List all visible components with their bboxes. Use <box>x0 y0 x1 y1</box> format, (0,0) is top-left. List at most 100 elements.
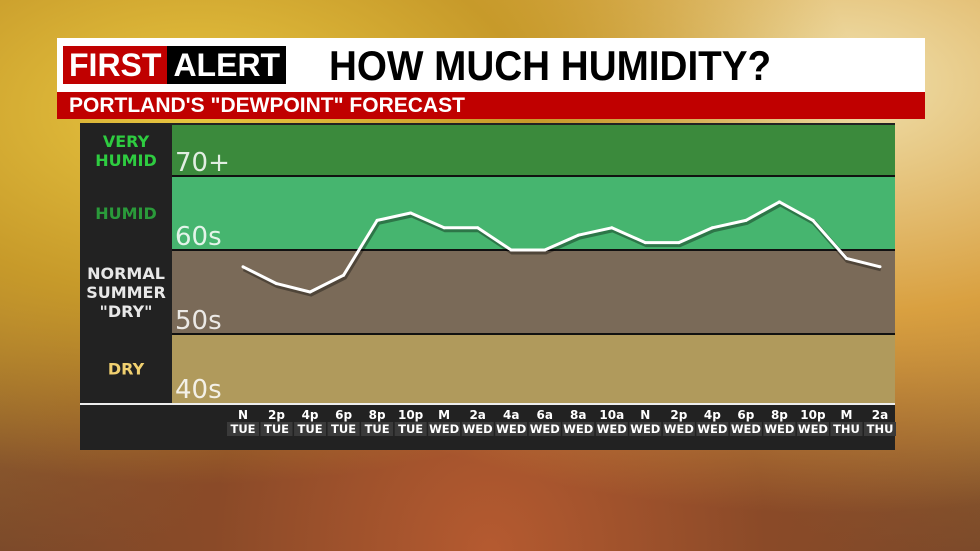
dewpoint-line-shadow <box>242 201 882 297</box>
x-tick-time: M <box>438 408 450 422</box>
x-tick-day: TUE <box>398 422 423 436</box>
title-bar: FIRST ALERT HOW MUCH HUMIDITY? <box>57 38 925 92</box>
data-point <box>643 241 647 245</box>
x-tick-time: 6p <box>737 408 754 422</box>
data-point <box>275 282 279 286</box>
x-tick-day-bg <box>864 422 896 436</box>
subtitle: PORTLAND'S "DEWPOINT" FORECAST <box>57 92 925 119</box>
x-tick-day: TUE <box>331 422 356 436</box>
x-tick-day: WED <box>798 422 828 436</box>
data-point <box>342 273 346 277</box>
data-point <box>543 248 547 252</box>
x-tick-time: 2a <box>469 408 485 422</box>
x-tick-day: WED <box>697 422 727 436</box>
data-point <box>677 241 681 245</box>
x-tick-time: 4p <box>704 408 721 422</box>
x-tick-day-bg <box>696 422 729 436</box>
band-category-label: "DRY" <box>100 302 153 321</box>
x-tick-day: WED <box>429 422 459 436</box>
logo-alert: ALERT <box>167 46 287 84</box>
x-tick-time: M <box>840 408 852 422</box>
band-category-label: NORMAL <box>87 264 165 283</box>
data-point <box>509 248 513 252</box>
x-tick-day: TUE <box>365 422 390 436</box>
band-category-label: VERY <box>103 132 150 151</box>
x-tick-day-bg <box>361 422 394 436</box>
x-tick-day-bg <box>394 422 427 436</box>
x-tick-day-bg <box>428 422 461 436</box>
dewpoint-line <box>242 200 881 294</box>
x-tick-time: 4p <box>302 408 319 422</box>
x-tick-day-bg <box>260 422 293 436</box>
x-tick-time: 4a <box>503 408 519 422</box>
x-tick-day-bg <box>495 422 528 436</box>
x-tick-time: 6a <box>537 408 553 422</box>
page-title: HOW MUCH HUMIDITY? <box>329 42 772 89</box>
x-tick-day-bg <box>729 422 762 436</box>
data-point <box>844 256 848 260</box>
x-tick-day-bg <box>763 422 796 436</box>
first-alert-logo: FIRST ALERT <box>63 46 287 84</box>
x-tick-day: WED <box>597 422 627 436</box>
x-tick-time: 10p <box>398 408 424 422</box>
data-point <box>811 218 815 222</box>
data-point <box>409 211 413 215</box>
band-50s <box>172 250 895 334</box>
band-category-label: HUMID <box>95 204 157 223</box>
band-category-label: DRY <box>108 360 145 379</box>
x-tick-day-bg <box>327 422 360 436</box>
x-tick-time: 2p <box>268 408 285 422</box>
x-tick-day-bg <box>294 422 327 436</box>
data-point <box>442 226 446 230</box>
x-tick-day: THU <box>833 422 860 436</box>
x-tick-time: 10a <box>599 408 624 422</box>
x-tick-time: 2p <box>670 408 687 422</box>
data-point <box>777 200 781 204</box>
x-tick-day-bg <box>830 422 863 436</box>
x-tick-day-bg <box>796 422 829 436</box>
x-tick-time: 8a <box>570 408 586 422</box>
band-range-label: 50s <box>175 306 222 336</box>
data-point <box>476 226 480 230</box>
x-tick-time: N <box>640 408 650 422</box>
x-tick-day-bg <box>227 422 259 436</box>
x-tick-day: WED <box>563 422 593 436</box>
x-tick-day-bg <box>461 422 494 436</box>
data-point <box>576 233 580 237</box>
band-70+ <box>172 125 895 176</box>
x-tick-time: 8p <box>369 408 386 422</box>
x-tick-day: THU <box>867 422 894 436</box>
band-range-label: 60s <box>175 222 222 252</box>
data-point <box>610 226 614 230</box>
band-range-label: 40s <box>175 375 222 405</box>
x-tick-time: 8p <box>771 408 788 422</box>
x-tick-day: WED <box>496 422 526 436</box>
x-tick-time: 10p <box>800 408 826 422</box>
band-category-label: SUMMER <box>86 283 166 302</box>
logo-first: FIRST <box>63 46 168 84</box>
x-tick-time: 6p <box>335 408 352 422</box>
x-tick-day-bg <box>629 422 662 436</box>
band-60s <box>172 176 895 250</box>
data-point <box>710 226 714 230</box>
x-tick-day: WED <box>530 422 560 436</box>
data-point <box>744 218 748 222</box>
x-tick-day-bg <box>595 422 628 436</box>
data-point <box>878 265 882 269</box>
x-tick-day: TUE <box>298 422 323 436</box>
x-tick-day: WED <box>463 422 493 436</box>
x-tick-day: WED <box>664 422 694 436</box>
x-tick-day-bg <box>528 422 561 436</box>
data-point <box>308 290 312 294</box>
x-tick-day-bg <box>662 422 695 436</box>
x-tick-day: WED <box>764 422 794 436</box>
x-tick-time: 2a <box>872 408 888 422</box>
band-category-label: HUMID <box>95 151 157 170</box>
x-tick-day: WED <box>630 422 660 436</box>
x-tick-time: N <box>238 408 248 422</box>
data-point <box>375 218 379 222</box>
x-tick-day: TUE <box>230 422 255 436</box>
x-tick-day-bg <box>562 422 595 436</box>
x-tick-day: WED <box>731 422 761 436</box>
